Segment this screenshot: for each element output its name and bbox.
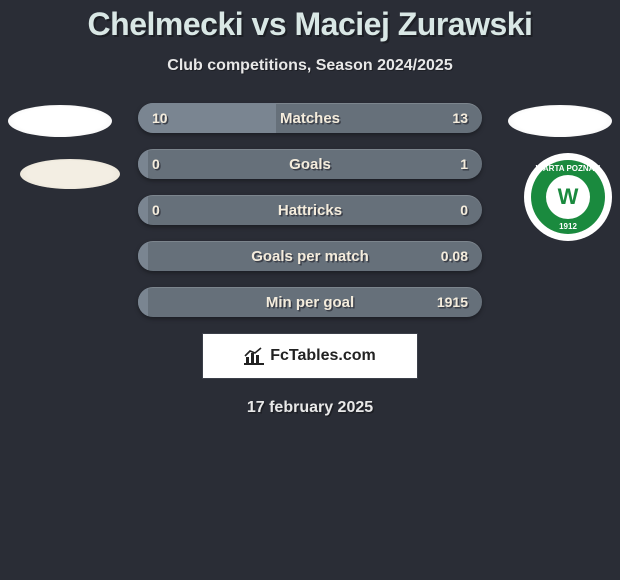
stat-label: Goals per match (138, 241, 482, 271)
warta-badge: WARTA POZNAN W 1912 (531, 160, 605, 234)
stat-value-right: 0 (460, 195, 468, 225)
stat-value-right: 1915 (437, 287, 468, 317)
brand-label: FcTables.com (270, 347, 376, 365)
player2-club-logo-1 (508, 105, 612, 137)
date-label: 17 february 2025 (0, 399, 620, 417)
stat-row: 0Hattricks0 (138, 195, 482, 225)
chart-icon (244, 347, 264, 365)
page-title: Chelmecki vs Maciej Zurawski (0, 6, 620, 43)
stat-label: Goals (138, 149, 482, 179)
player1-club-logo-2 (20, 159, 120, 189)
chart-area: WARTA POZNAN W 1912 10Matches130Goals10H… (0, 103, 620, 417)
comparison-widget: Chelmecki vs Maciej Zurawski Club compet… (0, 0, 620, 417)
stat-label: Hattricks (138, 195, 482, 225)
stat-row: 0Goals1 (138, 149, 482, 179)
stat-label: Matches (138, 103, 482, 133)
player1-club-logo-1 (8, 105, 112, 137)
stat-row: Min per goal1915 (138, 287, 482, 317)
warta-letter: W (546, 175, 590, 219)
player2-club-logo-2: WARTA POZNAN W 1912 (524, 153, 612, 241)
stat-value-right: 0.08 (441, 241, 468, 271)
warta-text-top: WARTA POZNAN (531, 164, 605, 173)
warta-year: 1912 (531, 222, 605, 231)
subtitle: Club competitions, Season 2024/2025 (0, 57, 620, 75)
brand-box[interactable]: FcTables.com (202, 333, 418, 379)
stat-row: 10Matches13 (138, 103, 482, 133)
stat-row: Goals per match0.08 (138, 241, 482, 271)
stat-rows: 10Matches130Goals10Hattricks0Goals per m… (138, 103, 482, 317)
stat-value-right: 13 (452, 103, 468, 133)
stat-value-right: 1 (460, 149, 468, 179)
stat-label: Min per goal (138, 287, 482, 317)
